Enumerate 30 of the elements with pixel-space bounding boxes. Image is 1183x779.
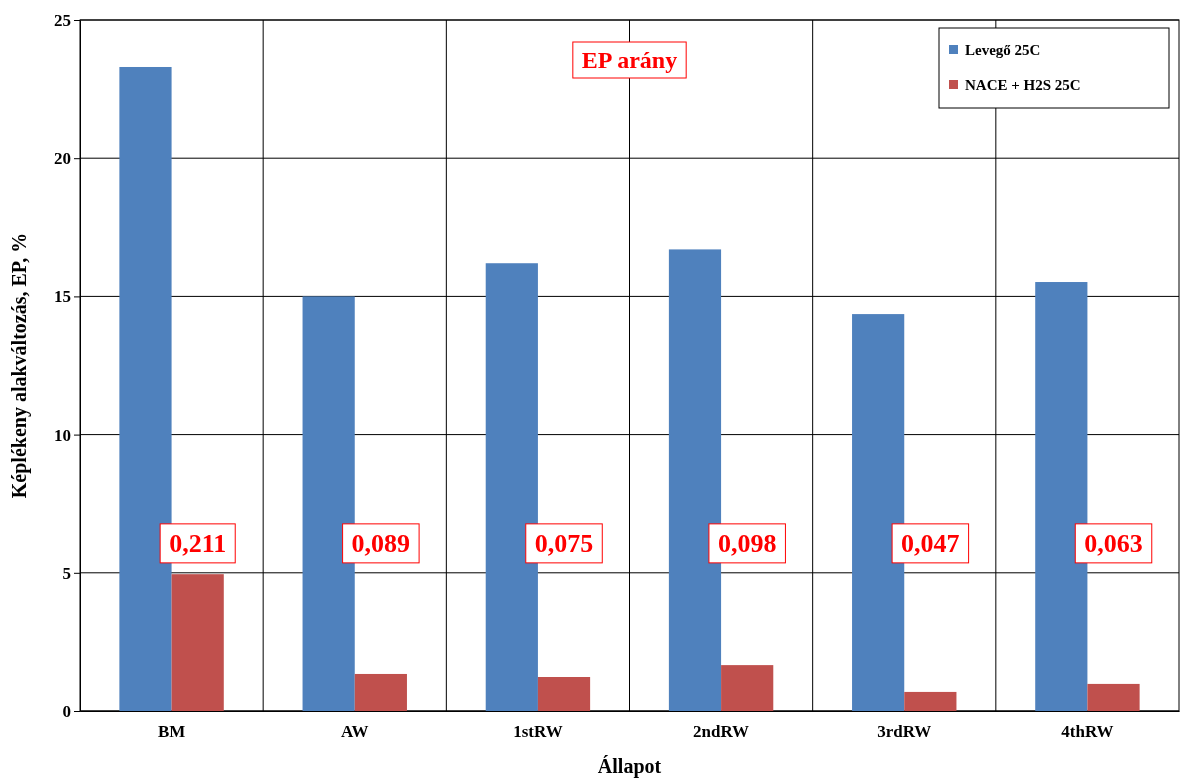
y-axis-title: Képlékeny alakváltozás, EP, % — [8, 232, 31, 499]
y-tick-label: 0 — [62, 701, 71, 721]
bar — [721, 665, 774, 711]
x-axis-title: Állapot — [597, 755, 662, 778]
bar — [354, 673, 407, 711]
y-tick-label: 20 — [54, 149, 71, 169]
annotation: 0,063 — [1084, 528, 1143, 558]
annotation: 0,098 — [717, 528, 777, 558]
y-tick-label: 5 — [62, 563, 71, 583]
bar — [537, 677, 591, 711]
y-tick-label: 10 — [54, 425, 71, 445]
x-tick-label: 1stRW — [513, 722, 563, 742]
annotation: 0,075 — [534, 528, 594, 558]
x-tick-label: AW — [341, 722, 369, 742]
bar — [904, 691, 957, 711]
annotation: 0,089 — [351, 528, 411, 558]
x-tick-label: BM — [157, 722, 186, 742]
annotation: EP arány — [581, 47, 678, 73]
x-tick-label: 4thRW — [1061, 722, 1114, 742]
bar — [1087, 683, 1140, 711]
legend-label: Levegő 25C — [965, 42, 1041, 58]
annotation: 0,047 — [901, 528, 960, 558]
x-tick-label: 3rdRW — [877, 722, 932, 742]
y-tick-label: 25 — [54, 10, 71, 30]
legend-label: NACE + H2S 25C — [965, 77, 1081, 93]
bar — [171, 574, 224, 711]
annotation: 0,211 — [169, 528, 227, 558]
y-tick-label: 15 — [54, 287, 71, 307]
bar — [119, 66, 172, 711]
x-tick-label: 2ndRW — [693, 722, 750, 742]
